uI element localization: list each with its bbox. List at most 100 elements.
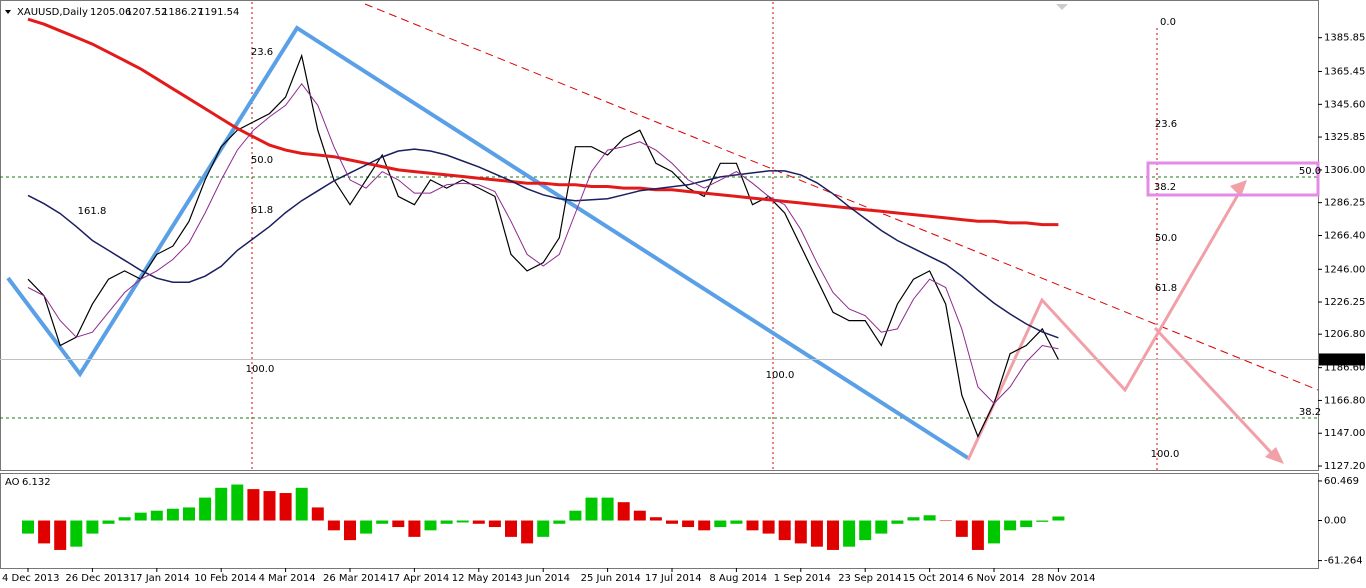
x-tick-label: 8 Aug 2014 [709,573,767,584]
ao-bar [424,520,437,531]
ao-bar [488,520,501,528]
x-tick-label: 17 Apr 2014 [387,573,449,584]
x-tick-label: 4 Dec 2013 [2,573,60,584]
ao-bar [360,520,373,534]
ao-bar [263,491,276,521]
fib-label: 161.8 [78,206,107,217]
ao-bar [327,520,340,531]
ao-bar [730,520,743,524]
ao-bar [440,520,453,524]
fib-label: 50.0 [251,155,273,166]
x-tick-label: 26 Dec 2013 [65,573,129,584]
ao-bar [537,520,550,537]
fib-label: 23.6 [251,47,273,58]
fib-label: 38.2 [1299,407,1321,418]
arrow-head [1265,447,1284,464]
x-tick-label: 26 Mar 2014 [323,573,386,584]
wave-line [6,25,970,460]
fib-label: 50.0 [1299,166,1321,177]
ao-bar [344,520,356,541]
arrow-head [1230,180,1247,197]
ao-bar [1020,520,1033,528]
ao-bar [54,520,67,550]
y-tick-label: 1345.60 [1324,99,1365,110]
x-tick-label: 3 Jun 2014 [516,573,570,584]
ohlc-close: 1191.54 [198,7,239,18]
fib-label: 100.0 [1151,449,1180,460]
ao-bar [118,517,131,521]
scroll-marker [1056,4,1068,10]
fib-label: 23.6 [1155,119,1177,130]
ao-bar [891,520,904,524]
ao-bar [698,520,711,531]
ao-bar [166,508,179,521]
x-tick-label: 1 Sep 2014 [774,573,831,584]
ao-bar [601,497,614,521]
y-tick-label: 1127.20 [1324,461,1365,472]
ao-bar [102,520,115,524]
x-tick-label: 28 Nov 2014 [1031,573,1095,584]
y-tick-label: 1385.85 [1324,33,1365,44]
ao-bar [585,497,598,521]
ao-bar [955,520,968,537]
ao-bar [86,520,99,534]
price-line [27,53,1059,438]
projection-arrow [1153,326,1280,462]
current-price-box [1319,353,1365,366]
ao-bar [746,520,759,531]
ao-bar [70,520,83,547]
fib-label: 61.8 [1155,283,1177,294]
ao-bar [215,487,228,521]
ao-bar [553,520,566,524]
x-tick-label: 10 Feb 2014 [194,573,256,584]
indicator-title: AO [5,477,20,488]
ao-bar [907,517,920,521]
ao-bar [279,493,292,521]
ao-bar [247,489,260,521]
ao-bar [183,507,195,521]
price-line [27,82,1059,405]
x-tick-label: 17 Jul 2014 [645,573,702,584]
y-tick-label: 1147.00 [1324,428,1365,439]
ao-bar [714,520,727,528]
x-tick-label: 12 May 2014 [452,573,517,584]
y-tick-label: 1365.45 [1324,66,1365,77]
y-tick-label: 1226.25 [1324,297,1365,308]
ao-bar [859,520,872,541]
ao-bar [666,520,678,524]
x-tick-label: 23 Sep 2014 [838,573,901,584]
x-tick-label: 4 Mar 2014 [259,573,316,584]
ao-bar [505,520,517,537]
drawings [0,2,1320,470]
ao-bar [231,484,244,521]
ao-bar [472,520,485,524]
y-tick-label: 1286.25 [1324,198,1365,209]
ao-bar [810,520,823,547]
ohlc-high: 1207.52 [126,7,167,18]
y-tick-label: 60.469 [1324,476,1359,487]
current-price-label: 1191.54 [1322,354,1363,365]
ao-bar [150,510,163,521]
ao-bar [988,520,1000,544]
ao-bar [22,520,34,534]
x-tick-label: 25 Jun 2014 [581,573,641,584]
ao-bar [843,520,856,547]
fib-label: 0.0 [1160,17,1176,28]
ohlc-open: 1205.06 [90,7,131,18]
fib-label: 38.2 [1154,182,1176,193]
ao-bar [521,520,534,544]
ao-bar [311,507,324,521]
ao-bar [617,502,630,521]
ao-bar [875,520,888,534]
ao-bar [649,517,662,521]
x-tick-label: 17 Jan 2014 [130,573,190,584]
fib-label: 100.0 [766,370,795,381]
ao-bar [762,520,775,534]
x-tick-label: 6 Nov 2014 [967,573,1025,584]
target-zone [1146,161,1320,197]
ao-bar [682,520,695,528]
ao-bar [827,520,839,550]
ao-bar [295,487,308,521]
menu-arrow[interactable] [5,10,11,14]
